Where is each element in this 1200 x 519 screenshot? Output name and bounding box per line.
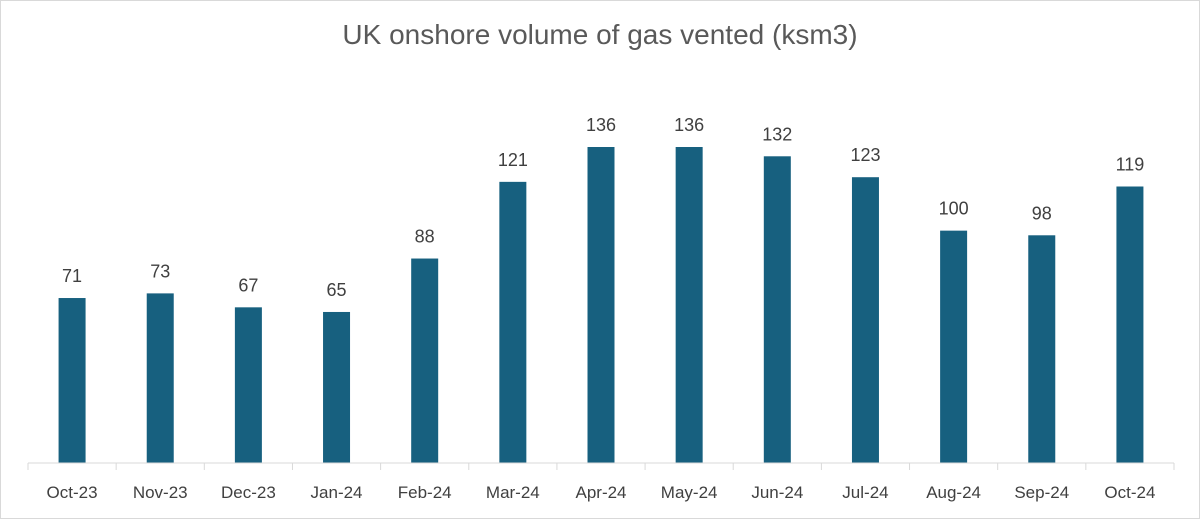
data-label-Mar-24: 121	[498, 150, 528, 170]
x-tick-label-Feb-24: Feb-24	[398, 483, 452, 502]
x-ticks-group	[27, 463, 1175, 470]
data-label-Oct-23: 71	[62, 266, 82, 286]
data-label-Nov-23: 73	[150, 261, 170, 281]
data-label-May-24: 136	[674, 115, 704, 135]
x-tick-label-Apr-24: Apr-24	[575, 483, 626, 502]
data-labels-group: 71 73 67 65 88 121 136 136 132 123 100 98 119	[62, 115, 1144, 300]
x-tick-label-Mar-24: Mar-24	[486, 483, 540, 502]
bar-Jan-24	[323, 311, 351, 463]
x-tick-label-Nov-23: Nov-23	[133, 483, 188, 502]
data-label-Feb-24: 88	[415, 227, 435, 247]
data-label-Jul-24: 123	[850, 145, 880, 165]
bars-group	[58, 147, 1144, 464]
bar-Jun-24	[763, 156, 791, 463]
data-label-Apr-24: 136	[586, 115, 616, 135]
data-label-Aug-24: 100	[939, 199, 969, 219]
x-tick-label-Jul-24: Jul-24	[842, 483, 888, 502]
data-label-Jun-24: 132	[762, 124, 792, 144]
bar-Nov-23	[146, 293, 174, 463]
x-tick-label-Jan-24: Jan-24	[311, 483, 363, 502]
x-tick-labels-group: Oct-23 Nov-23 Dec-23 Jan-24 Feb-24 Mar-24 Apr-…	[47, 483, 1156, 502]
bar-Oct-23	[58, 298, 86, 463]
bar-Dec-23	[234, 307, 262, 463]
x-tick-label-Aug-24: Aug-24	[926, 483, 981, 502]
x-tick-label-Oct-23: Oct-23	[47, 483, 98, 502]
x-tick-label-Jun-24: Jun-24	[751, 483, 803, 502]
x-tick-label-Dec-23: Dec-23	[221, 483, 276, 502]
bar-Sep-24	[1028, 235, 1056, 463]
bar-May-24	[675, 147, 703, 463]
x-tick-label-May-24: May-24	[661, 483, 718, 502]
data-label-Dec-23: 67	[238, 275, 258, 295]
bar-Oct-24	[1116, 186, 1144, 463]
bar-Jul-24	[851, 177, 879, 464]
bar-Aug-24	[940, 230, 968, 463]
data-label-Oct-24: 119	[1116, 155, 1145, 175]
data-label-Jan-24: 65	[327, 280, 347, 300]
x-tick-label-Oct-24: Oct-24	[1104, 483, 1155, 502]
bar-Apr-24	[587, 147, 615, 463]
bar-Feb-24	[411, 258, 439, 463]
chart-title: UK onshore volume of gas vented (ksm3)	[342, 19, 858, 50]
data-label-Sep-24: 98	[1032, 203, 1052, 223]
bar-Mar-24	[499, 181, 527, 463]
x-tick-label-Sep-24: Sep-24	[1014, 483, 1069, 502]
